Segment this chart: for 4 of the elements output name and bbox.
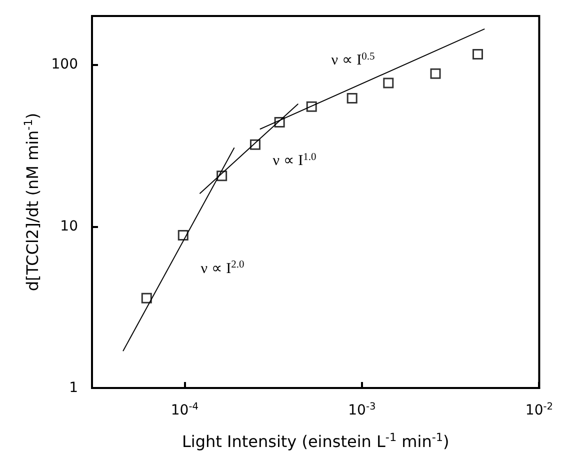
y-tick-label: 100	[51, 56, 78, 73]
y-axis-title: d[TCCl2]/dt (nM min-1)	[22, 112, 42, 292]
y-tick-label: 1	[69, 380, 78, 396]
y-tick-label: 10	[60, 218, 78, 234]
